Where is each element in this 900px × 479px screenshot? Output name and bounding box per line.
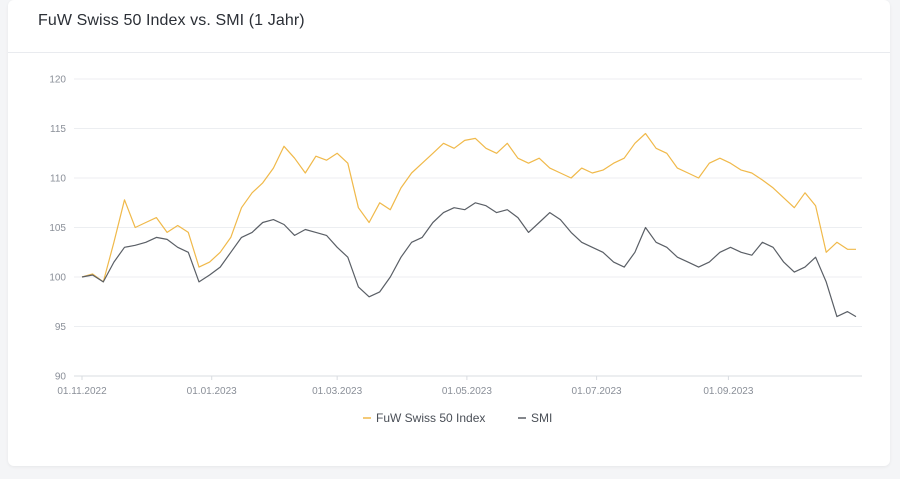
chart-card: FuW Swiss 50 Index vs. SMI (1 Jahr)	[8, 0, 890, 466]
y-tick-label: 105	[49, 223, 66, 234]
x-tick-label: 01.11.2022	[57, 386, 107, 397]
x-tick-label: 01.07.2023	[572, 386, 622, 397]
series-line-fuw-swiss-50	[81, 132, 856, 283]
legend-label-fuw: FuW Swiss 50 Index	[376, 411, 485, 425]
y-tick-label: 90	[55, 372, 67, 383]
y-tick-label: 120	[49, 75, 66, 86]
x-tick-label: 01.05.2023	[442, 386, 492, 397]
y-tick-label: 115	[50, 124, 66, 135]
legend-label-smi: SMI	[531, 411, 552, 425]
series-line-smi	[81, 202, 857, 318]
title-divider	[8, 52, 890, 53]
y-tick-label: 100	[49, 273, 66, 284]
x-tick-label: 01.01.2023	[187, 386, 237, 397]
y-tick-label: 110	[50, 174, 66, 185]
x-tick-label: 01.09.2023	[703, 386, 753, 397]
chart-title: FuW Swiss 50 Index vs. SMI (1 Jahr)	[38, 12, 305, 29]
y-tick-label: 95	[55, 322, 67, 333]
x-tick-label: 01.03.2023	[312, 386, 362, 397]
